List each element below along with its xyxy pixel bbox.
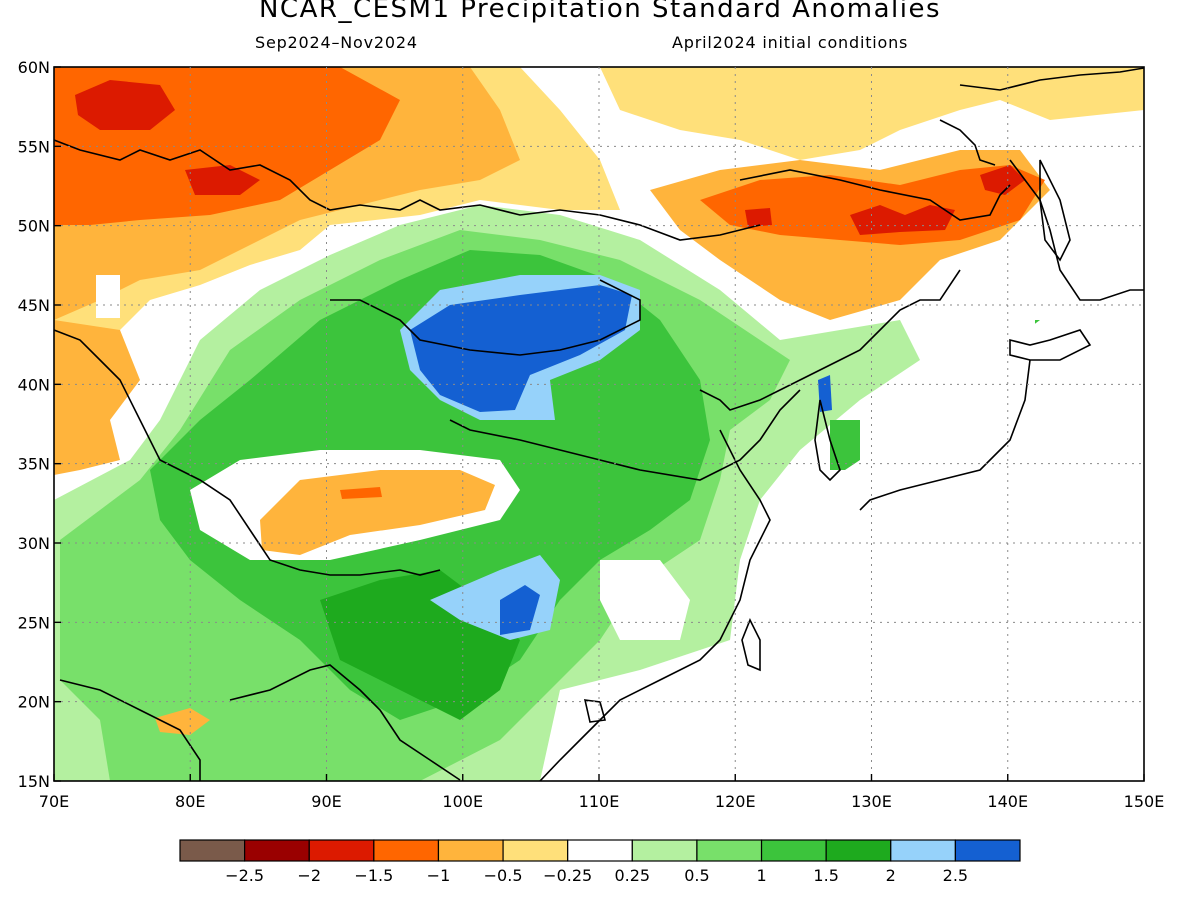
colorbar-swatch (308, 839, 375, 862)
dry-core-northeast (850, 205, 955, 235)
lat-tick-label: 50N (18, 217, 50, 236)
lon-tick-label: 80E (175, 792, 205, 811)
colorbar-label: 2.5 (943, 866, 968, 885)
lon-tick-label: 130E (851, 792, 892, 811)
lat-tick-label: 45N (18, 296, 50, 315)
colorbar-label: 1 (756, 866, 766, 885)
colorbar: −2.5 −2 −1.5 −1 −0.5 −0.25 0.25 0.5 1 1.5 2 2.5 (179, 839, 1021, 885)
colorbar-swatch (954, 839, 1021, 862)
colorbar-label: −0.25 (543, 866, 592, 885)
init-conditions-label: April2024 initial conditions (672, 33, 909, 52)
neutral-pocket-east (600, 560, 690, 640)
dry-core-tibet (340, 487, 382, 499)
dry-region-west-coast (54, 320, 140, 475)
colorbar-swatch (502, 839, 569, 862)
longitude-axis: 70E 80E 90E 100E 110E 120E 130E 140E 150E (39, 774, 1165, 811)
wet-cell-korea-core (818, 375, 832, 412)
lon-tick-label: 150E (1124, 792, 1165, 811)
colorbar-label: 1.5 (813, 866, 838, 885)
colorbar-label: 0.5 (684, 866, 709, 885)
wet-cell-korea (830, 420, 860, 470)
lat-tick-label: 35N (18, 455, 50, 474)
dry-region-northeast-yellow (600, 67, 1144, 160)
colorbar-swatch (825, 839, 892, 862)
lon-tick-label: 90E (311, 792, 341, 811)
season-label: Sep2024–Nov2024 (255, 33, 418, 52)
colorbar-label: 2 (886, 866, 896, 885)
lon-tick-label: 110E (579, 792, 620, 811)
dry-pocket-india (155, 708, 210, 735)
anomaly-field (54, 67, 1144, 781)
colorbar-label: −0.5 (484, 866, 523, 885)
latitude-axis: 60N 55N 50N 45N 40N 35N 30N 25N 20N 15N (18, 58, 61, 791)
lat-tick-label: 15N (18, 772, 50, 791)
colorbar-swatch (760, 839, 827, 862)
lon-tick-label: 100E (442, 792, 483, 811)
lat-tick-label: 30N (18, 534, 50, 553)
colorbar-swatch (179, 839, 246, 862)
colorbar-swatch (890, 839, 956, 862)
lon-tick-label: 70E (39, 792, 69, 811)
ocean-neutral (700, 300, 1144, 781)
colorbar-swatch (696, 839, 763, 862)
dry-pocket-tibet (260, 470, 495, 555)
dry-region-northeast-deep (700, 165, 1045, 245)
colorbar-swatch (373, 839, 440, 862)
dry-core-kazakhstan (75, 80, 175, 130)
chart-title: NCAR_CESM1 Precipitation Standard Anomal… (258, 0, 942, 24)
lat-tick-label: 60N (18, 58, 50, 77)
colorbar-label: −1 (427, 866, 451, 885)
lon-tick-label: 120E (715, 792, 756, 811)
lat-tick-label: 25N (18, 613, 50, 632)
colorbar-swatch (244, 839, 310, 862)
colorbar-label: −1.5 (354, 866, 393, 885)
lon-tick-label: 140E (987, 792, 1028, 811)
colorbar-label: 0.25 (614, 866, 650, 885)
colorbar-swatch (567, 839, 633, 862)
dry-core-mongolia (745, 208, 772, 227)
dry-core-altai (185, 165, 260, 195)
lat-tick-label: 40N (18, 375, 50, 394)
lat-tick-label: 55N (18, 137, 50, 156)
coastlines (54, 67, 1144, 781)
gridlines (54, 67, 1144, 781)
neutral-pocket-west (96, 275, 120, 318)
lat-tick-label: 20N (18, 693, 50, 712)
colorbar-swatch (437, 839, 504, 862)
colorbar-label: −2 (297, 866, 321, 885)
dry-core-sakhalin (980, 165, 1025, 195)
colorbar-label: −2.5 (225, 866, 264, 885)
wet-core-mongolia (410, 285, 632, 412)
colorbar-swatch (631, 839, 698, 862)
